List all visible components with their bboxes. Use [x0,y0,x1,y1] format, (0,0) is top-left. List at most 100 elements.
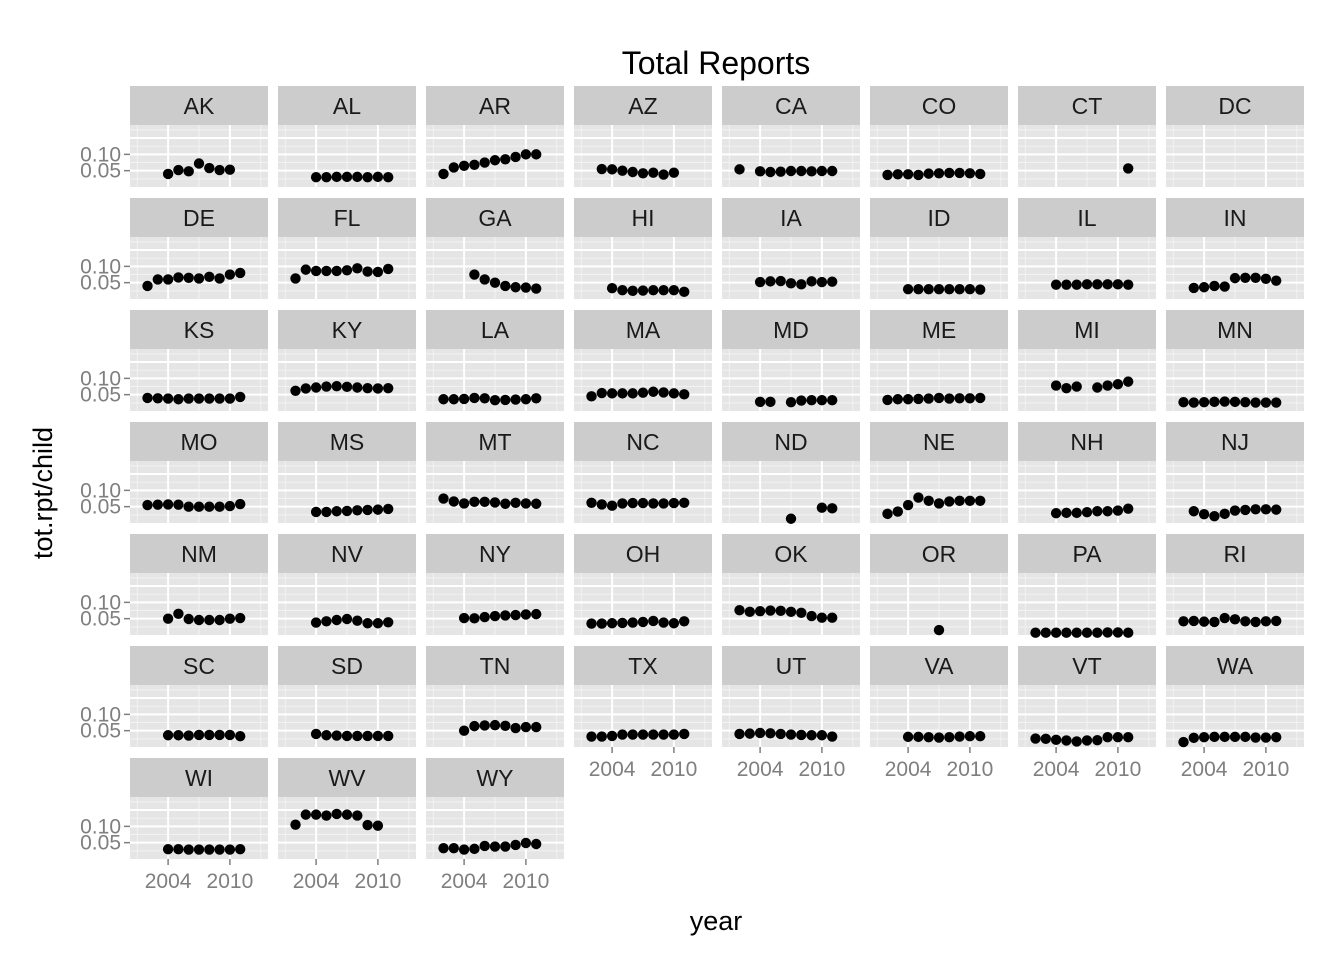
data-point-id-2008 [944,284,955,295]
data-point-sd-2008 [352,730,363,742]
data-point-nj-2009 [1250,504,1261,515]
data-point-ar-2011 [530,149,542,160]
facet-ar: AR [426,86,564,187]
data-point-wy-2005 [469,843,480,855]
data-point-mn-2008 [1240,396,1251,408]
x-tick-label: 2004 [293,870,340,893]
facet-mt: MT [426,422,564,523]
facet-strip-label: NC [626,429,659,455]
data-point-nc-2003 [596,499,608,510]
data-point-oh-2005 [617,617,628,629]
data-point-nv-2005 [321,616,332,627]
data-point-ma-2010 [668,388,680,399]
data-point-tx-2003 [596,731,608,742]
facet-ut: UT 2004 2010 [722,646,860,781]
data-point-ar-2005 [469,159,480,171]
data-point-ny-2006 [479,611,490,623]
data-point-tn-2007 [489,719,501,731]
data-point-mn-2006 [1219,396,1230,407]
data-point-mn-2002 [1178,396,1189,408]
data-point-ok-2008 [796,607,807,619]
data-point-id-2011 [974,284,986,295]
data-point-ky-2007 [341,381,353,393]
data-point-ak-2008 [204,162,215,174]
data-point-ms-2004 [310,506,322,518]
data-point-sc-2011 [234,731,246,742]
facet-de: DE 0.050.10 [80,198,268,299]
x-tick-label: 2010 [503,870,550,893]
data-point-ca-2011 [826,165,838,177]
facet-vt: VT 2004 2010 [1018,646,1156,781]
facet-strip-label: CO [922,93,957,119]
data-point-nj-2010 [1260,504,1272,515]
data-point-ky-2006 [331,381,342,392]
data-point-mi-2004 [1050,380,1062,391]
data-point-ar-2010 [520,149,532,160]
data-point-az-2008 [648,167,659,178]
data-point-ok-2011 [826,612,838,623]
data-point-nc-2009 [658,498,669,509]
data-point-me-2005 [913,393,924,405]
facet-strip-label: GA [478,205,512,231]
facet-pa: PA [1018,534,1156,638]
data-point-ks-2009 [214,393,225,404]
data-point-md-2008 [796,395,807,406]
data-point-ks-2005 [173,394,184,405]
data-point-az-2003 [596,163,608,175]
data-point-pa-2003 [1040,627,1052,638]
facet-md: MD [722,310,860,411]
data-point-hi-2008 [648,284,659,296]
data-point-de-2007 [193,273,205,284]
data-point-in-2005 [1209,280,1220,292]
data-point-ne-2011 [974,495,986,507]
facet-strip-label: AL [333,93,361,119]
data-point-ma-2006 [627,388,638,399]
data-point-de-2003 [152,274,164,285]
data-point-ri-2004 [1198,616,1210,627]
data-point-ks-2007 [193,393,205,404]
data-point-ok-2003 [744,606,756,618]
facet-strip-label: CA [775,93,808,119]
x-tick-label: 2010 [207,870,254,893]
facet-strip [722,422,860,461]
data-point-tn-2010 [520,721,532,733]
data-point-mi-2010 [1112,379,1124,390]
data-point-md-2009 [806,395,817,406]
data-point-nh-2008 [1092,506,1103,517]
data-point-me-2007 [933,392,945,404]
facet-strip [426,310,564,349]
facet-strip-label: OH [626,541,661,567]
data-point-al-2010 [372,171,384,183]
facet-strip [1166,422,1304,461]
data-point-mo-2007 [193,501,205,512]
y-tick-label: 0.05 [80,720,121,743]
y-tick-label: 0.05 [80,272,121,295]
facet-strip [870,646,1008,685]
y-tick-label: 0.10 [80,591,121,614]
data-point-de-2008 [204,271,215,283]
data-point-de-2006 [183,272,194,283]
x-tick-label: 2004 [885,758,932,781]
facet-strip-label: TN [480,653,511,679]
data-point-al-2006 [331,171,342,183]
facet-hi: HI [574,198,712,299]
facet-sc: SC 0.050.10 [80,646,268,747]
data-point-az-2006 [627,166,638,178]
facet-strip [278,86,416,125]
facet-nc: NC [574,422,712,523]
data-point-ca-2009 [806,166,817,177]
data-point-de-2002 [142,280,153,292]
data-point-nj-2011 [1270,504,1282,515]
data-point-ri-2009 [1250,616,1261,628]
data-point-ms-2006 [331,506,342,517]
data-point-ny-2008 [500,610,511,621]
y-axis-title: tot.rpt/child [28,427,58,559]
data-point-sc-2005 [173,730,184,741]
data-point-ut-2005 [765,728,776,739]
data-point-md-2010 [816,395,828,406]
data-point-sc-2008 [204,729,215,741]
data-point-mi-2005 [1061,382,1072,394]
data-point-ne-2006 [923,495,934,507]
data-point-nd-2007 [785,513,797,524]
facet-strip-label: WI [185,765,213,791]
